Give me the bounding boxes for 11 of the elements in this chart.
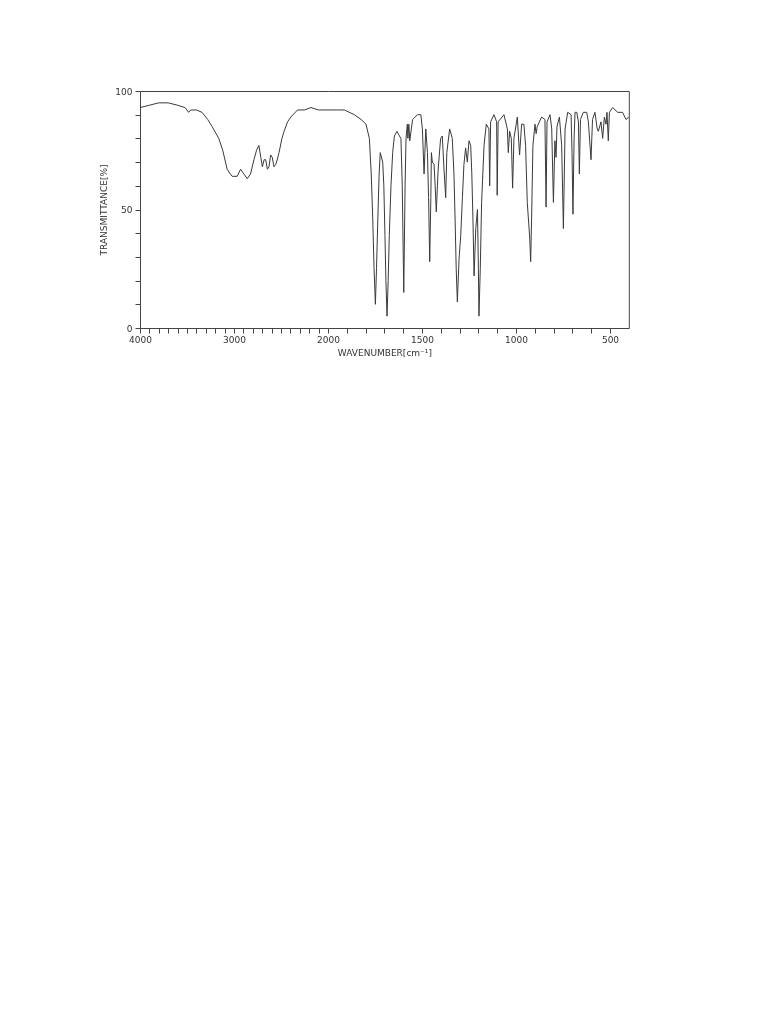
x-tick-label: 1500 [411, 334, 435, 345]
y-tick-label: 50 [121, 205, 133, 215]
x-tick-label: 3000 [223, 334, 247, 345]
x-tick-label: 4000 [129, 334, 153, 345]
y-axis-title: TRANSMITTANCE[%] [99, 164, 110, 257]
y-tick-label: 100 [115, 86, 133, 97]
x-tick-label: 2000 [317, 334, 341, 345]
x-axis-title: WAVENUMBER[cm⁻¹] [337, 347, 432, 358]
x-tick-label: 1000 [505, 334, 529, 345]
x-tick-label: 500 [601, 334, 620, 345]
y-tick-label: 0 [126, 323, 133, 334]
